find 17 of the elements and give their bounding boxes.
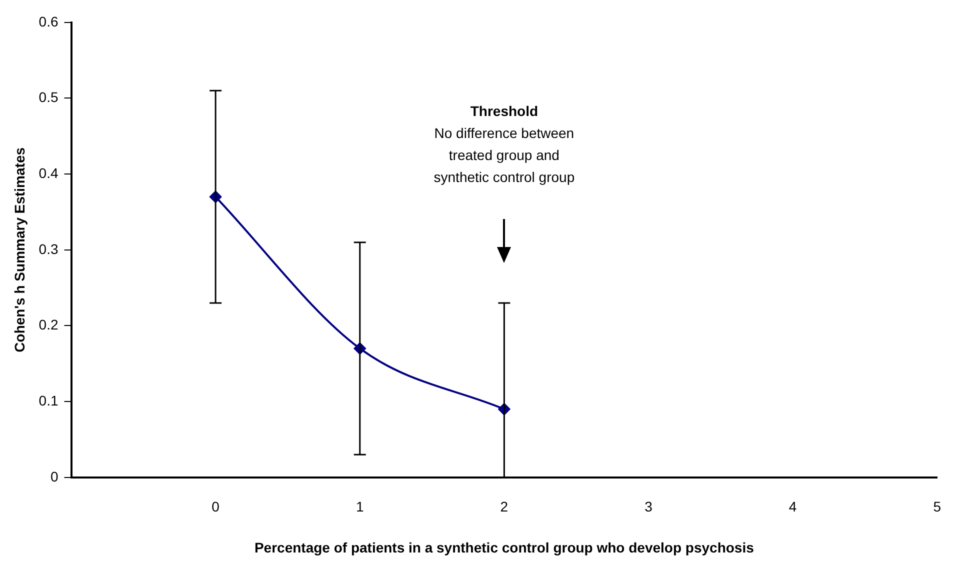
y-tick-label: 0.2 [38, 316, 58, 333]
y-tick-label: 0.5 [38, 89, 58, 106]
annotation: Threshold [470, 102, 538, 119]
x-tick-label: 5 [933, 498, 942, 515]
annotation: No difference between treated group and synthetic control group [434, 124, 575, 185]
x-axis-title: Percentage of patients in a synthetic control group who develop psychosis [254, 539, 754, 556]
y-tick-label: 0.6 [38, 13, 58, 30]
x-tick-label: 3 [644, 498, 653, 515]
y-tick-label: 0.4 [38, 164, 58, 181]
x-tick-label: 0 [212, 498, 220, 515]
x-tick-label: 1 [356, 498, 364, 515]
y-tick-label: 0.3 [38, 240, 58, 257]
y-axis-title: Cohen's h Summary Estimates [11, 147, 28, 352]
y-tick-label: 0.1 [38, 392, 58, 408]
x-tick-label: 4 [788, 498, 797, 515]
x-tick-label: 2 [500, 498, 508, 515]
y-tick-label: 0 [50, 468, 58, 484]
